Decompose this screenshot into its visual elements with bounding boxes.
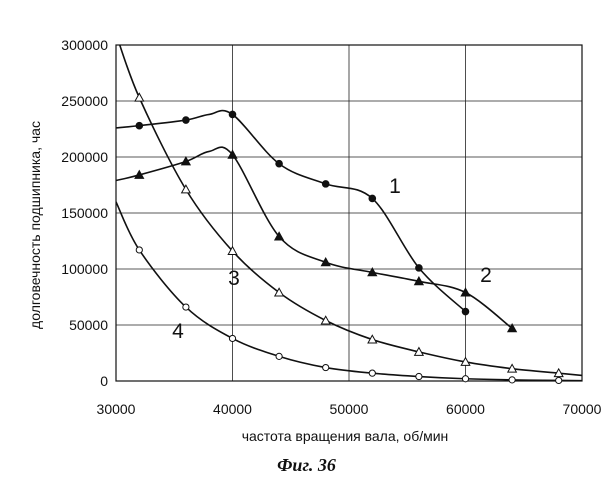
series-4-point (323, 364, 329, 370)
x-tick-label: 70000 (563, 401, 602, 417)
series-4-point (136, 247, 142, 253)
series-1-point (416, 265, 423, 272)
series-4-point (509, 377, 515, 383)
series-1-label: 1 (389, 175, 401, 198)
series-3-label: 3 (228, 267, 240, 290)
series-1-line (116, 111, 466, 312)
y-tick-label: 50000 (69, 317, 108, 333)
series-2-label: 2 (480, 264, 492, 287)
y-tick-label: 100000 (61, 261, 108, 277)
series-4-point (416, 373, 422, 379)
series-1-point (229, 111, 236, 118)
series-4-point (556, 377, 562, 383)
y-tick-label: 250000 (61, 93, 108, 109)
series-4-point (369, 370, 375, 376)
x-axis-title: частота вращения вала, об/мин (242, 428, 449, 444)
series-1-point (322, 181, 329, 188)
series-4-point (276, 353, 282, 359)
y-tick-label: 150000 (61, 205, 108, 221)
series-1-point (462, 308, 469, 315)
series-2-point (461, 288, 470, 296)
line-chart: 30000 40000 50000 60000 70000 0 50000 100000 150… (0, 0, 613, 455)
y-tick-label: 0 (100, 373, 108, 389)
y-tick-label: 200000 (61, 149, 108, 165)
y-tick-label: 300000 (61, 37, 108, 53)
y-axis-title: долговечность подшипника, час (27, 121, 43, 329)
x-tick-label: 30000 (97, 401, 136, 417)
x-tick-label: 60000 (446, 401, 485, 417)
x-tick-label: 40000 (213, 401, 252, 417)
series-1-point (183, 117, 190, 124)
series-4-point (462, 376, 468, 382)
series-3-point (321, 316, 330, 324)
series-4-label: 4 (172, 320, 184, 343)
series-3-point (182, 185, 191, 193)
series-1-point (276, 160, 283, 167)
figure-caption: Фиг. 36 (0, 455, 613, 476)
series-4-point (229, 335, 235, 341)
series-1-point (136, 122, 143, 129)
series-4-point (183, 304, 189, 310)
x-tick-label: 50000 (330, 401, 369, 417)
series-1-point (369, 195, 376, 202)
series-3-point (135, 93, 144, 101)
